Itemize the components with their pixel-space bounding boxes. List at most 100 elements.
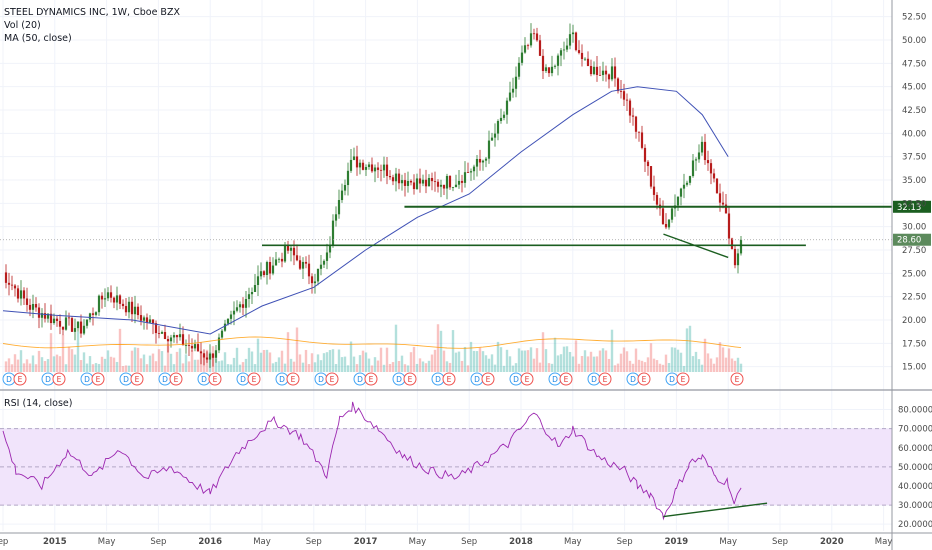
volume-bar xyxy=(685,328,689,372)
volume-bar xyxy=(361,350,365,372)
volume-bar xyxy=(652,358,656,372)
candle-body xyxy=(289,247,293,251)
volume-bar xyxy=(31,355,35,372)
volume-bar xyxy=(463,346,467,372)
candle-body xyxy=(271,265,275,274)
volume-bars xyxy=(4,324,743,372)
candle-body xyxy=(643,147,647,162)
candle-body xyxy=(652,186,656,195)
earnings-marker xyxy=(442,372,456,386)
volume-bar xyxy=(715,357,719,372)
volume-bar xyxy=(166,343,170,372)
event-marker-label: D xyxy=(669,375,675,384)
candle-body xyxy=(31,304,35,310)
rsi-tick-label: 20.0000 xyxy=(898,520,932,530)
candle-body xyxy=(103,298,107,300)
volume-bar xyxy=(727,348,731,372)
volume-bar xyxy=(151,353,155,372)
candle-body xyxy=(580,52,584,60)
time-tick-label: 2017 xyxy=(354,537,378,547)
volume-bar xyxy=(337,349,341,372)
candle-body xyxy=(361,162,365,170)
volume-bar xyxy=(232,357,236,372)
candle-body xyxy=(487,140,491,159)
candle-body xyxy=(61,326,65,330)
volume-bar xyxy=(97,363,101,372)
volume-bar xyxy=(265,349,269,372)
candle-body xyxy=(301,261,305,269)
rsi-legend: RSI (14, close) xyxy=(4,398,73,409)
candle-body xyxy=(733,248,737,266)
candle-body xyxy=(475,158,479,167)
candle-body xyxy=(634,116,638,132)
candle-body xyxy=(337,200,341,215)
candle-body xyxy=(712,173,716,179)
volume-bar xyxy=(34,364,38,372)
candle-body xyxy=(355,156,359,168)
volume-bar xyxy=(514,363,518,372)
volume-bar xyxy=(718,342,722,372)
candle-body xyxy=(331,220,335,246)
volume-bar xyxy=(565,346,569,372)
volume-bar xyxy=(316,354,320,372)
volume-bar xyxy=(499,347,503,372)
candle-body xyxy=(196,344,200,352)
volume-bar xyxy=(226,364,230,372)
volume-bar xyxy=(313,362,317,372)
candle-body xyxy=(385,164,389,176)
candle-body xyxy=(22,290,26,299)
volume-bar xyxy=(469,341,473,372)
volume-bar xyxy=(703,338,707,372)
candle-body xyxy=(28,304,32,310)
volume-bar xyxy=(394,324,398,372)
event-marker-label: D xyxy=(435,375,441,384)
volume-bar xyxy=(220,360,224,372)
event-marker-label: E xyxy=(603,375,608,384)
candle-body xyxy=(511,88,515,93)
volume-bar xyxy=(457,351,461,372)
candle-body xyxy=(304,261,308,264)
volume-bar xyxy=(724,357,728,372)
candle-body xyxy=(481,160,485,163)
event-marker-label: E xyxy=(735,375,740,384)
candle-body xyxy=(439,184,443,187)
candle-body xyxy=(310,276,314,284)
candle-body xyxy=(193,344,197,349)
candle-body xyxy=(562,49,566,51)
volume-bar xyxy=(55,354,59,372)
event-marker-label: E xyxy=(135,375,140,384)
candle-body xyxy=(247,294,251,300)
candle-body xyxy=(406,180,410,186)
candle-body xyxy=(124,306,128,313)
volume-bar xyxy=(415,363,419,372)
volume-bar xyxy=(613,365,617,372)
volume-bar xyxy=(250,351,254,372)
candle-body xyxy=(46,313,50,319)
candle-body xyxy=(160,332,164,334)
candle-body xyxy=(157,333,161,334)
volume-bar xyxy=(223,352,227,372)
volume-bar xyxy=(664,354,668,372)
candle-body xyxy=(610,66,614,80)
candle-body xyxy=(547,67,551,74)
candle-body xyxy=(4,272,8,283)
volume-bar xyxy=(271,363,275,372)
candle-body xyxy=(169,337,173,342)
candle-body xyxy=(37,307,41,318)
candle-body xyxy=(691,160,695,177)
time-tick-label: 2015 xyxy=(43,537,67,547)
candle-body xyxy=(739,239,743,254)
volume-bar xyxy=(601,348,605,372)
candle-body xyxy=(514,76,518,89)
candle-body xyxy=(415,178,419,190)
volume-bar xyxy=(643,362,647,372)
candle-body xyxy=(232,310,236,315)
candle-body xyxy=(667,219,671,228)
candle-body xyxy=(499,117,503,121)
volume-bar xyxy=(325,352,329,372)
candle-body xyxy=(523,45,527,53)
volume-bar xyxy=(520,350,524,372)
volume-bar xyxy=(571,356,575,372)
volume-bar xyxy=(682,365,686,372)
